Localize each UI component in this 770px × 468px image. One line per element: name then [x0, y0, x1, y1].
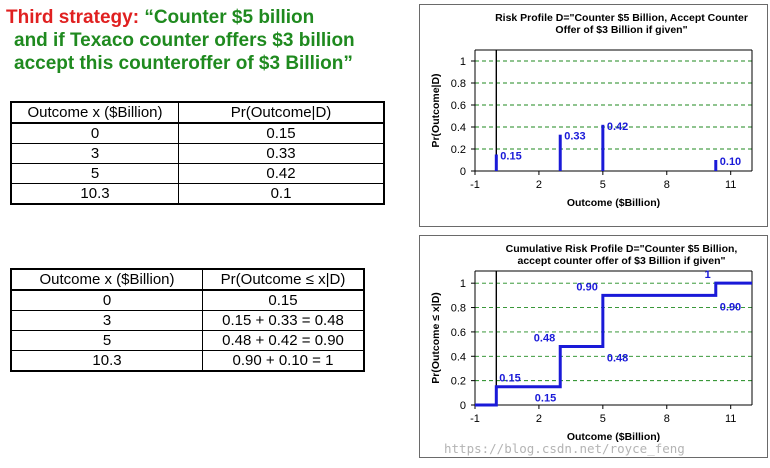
heading-line-2: and if Texaco counter offers $3 billion — [14, 30, 355, 51]
y-tick-label: 0.6 — [451, 327, 466, 339]
data-label: 0.42 — [607, 121, 628, 133]
table-cell: 0 — [10, 289, 203, 311]
table-cell: 0.33 — [178, 143, 385, 164]
data-label: 0.15 — [535, 393, 556, 405]
column-header: Pr(Outcome ≤ x|D) — [202, 268, 365, 291]
table-cell: 0.48 + 0.42 = 0.90 — [202, 330, 365, 351]
data-label: 0.90 — [720, 301, 741, 313]
chart-title: Offer of $3 Billion if given" — [555, 24, 687, 36]
table-cell: 0.15 + 0.33 = 0.48 — [202, 310, 365, 331]
data-label: 1 — [705, 269, 711, 281]
table-header-row: Outcome x ($Billion) Pr(Outcome ≤ x|D) — [10, 268, 365, 291]
probability-table: Outcome x ($Billion) Pr(Outcome|D) 0 0.15… — [10, 101, 385, 205]
y-tick-label: 1 — [460, 56, 466, 68]
data-label: 0.15 — [499, 373, 520, 385]
y-tick-label: 0 — [460, 400, 466, 412]
x-tick-label: 8 — [664, 179, 670, 191]
chart-title: Cumulative Risk Profile D="Counter $5 Bi… — [506, 243, 738, 255]
x-tick-label: -1 — [470, 179, 480, 191]
table-cell: 0.1 — [178, 183, 385, 205]
x-tick-label: 2 — [536, 179, 542, 191]
table-cell: 10.3 — [10, 350, 203, 372]
table-row: 10.3 0.90 + 0.10 = 1 — [10, 350, 365, 372]
y-tick-label: 0.4 — [451, 351, 466, 363]
table-cell: 5 — [10, 163, 179, 184]
strategy-heading: Third strategy: “Counter $5 billion and … — [6, 6, 406, 75]
cumulative-risk-profile-svg: Cumulative Risk Profile D="Counter $5 Bi… — [430, 243, 753, 443]
y-tick-label: 0.2 — [451, 144, 466, 156]
y-tick-label: 0.6 — [451, 100, 466, 112]
table-header-row: Outcome x ($Billion) Pr(Outcome|D) — [10, 101, 385, 124]
table-cell: 3 — [10, 310, 203, 331]
risk-profile-svg: Risk Profile D="Counter $5 Billion, Acce… — [430, 12, 753, 209]
y-axis-label: Pr(Outcome|D) — [430, 73, 442, 147]
table-cell: 0.15 — [178, 122, 385, 144]
table-row: 0 0.15 — [10, 289, 365, 311]
x-axis-label: Outcome ($Billion) — [567, 197, 660, 209]
y-tick-label: 0.8 — [451, 78, 466, 90]
table-cell: 5 — [10, 330, 203, 351]
data-label: 0.48 — [534, 333, 555, 345]
cumulative-step-line — [475, 281, 752, 407]
table-cell: 0.15 — [202, 289, 365, 311]
y-tick-label: 1 — [460, 278, 466, 290]
watermark: https://blog.csdn.net/royce_feng — [444, 441, 685, 456]
risk-profile-chart: Risk Profile D="Counter $5 Billion, Acce… — [419, 4, 768, 227]
y-axis-label: Pr(Outcome ≤ x|D) — [430, 292, 442, 384]
data-label: 0.90 — [576, 281, 597, 293]
column-header: Outcome x ($Billion) — [10, 268, 203, 291]
y-tick-label: 0.8 — [451, 303, 466, 315]
table-cell: 0 — [10, 122, 179, 144]
column-header: Pr(Outcome|D) — [178, 101, 385, 124]
heading-prefix: Third strategy: — [6, 7, 140, 28]
chart-title: Risk Profile D="Counter $5 Billion, Acce… — [495, 12, 748, 24]
cumulative-risk-profile-chart: Cumulative Risk Profile D="Counter $5 Bi… — [419, 235, 768, 458]
y-tick-label: 0 — [460, 166, 466, 178]
x-tick-label: 8 — [664, 413, 670, 425]
heading-line-3: accept this counteroffer of $3 Billion” — [14, 53, 353, 74]
x-tick-label: 5 — [600, 179, 606, 191]
table-row: 10.3 0.1 — [10, 183, 385, 205]
table-row: 5 0.48 + 0.42 = 0.90 — [10, 330, 365, 351]
table-row: 3 0.33 — [10, 143, 385, 164]
data-label: 0.10 — [720, 156, 741, 168]
data-label: 0.15 — [500, 151, 521, 163]
table-cell: 10.3 — [10, 183, 179, 205]
x-tick-label: 11 — [725, 179, 736, 191]
table-cell: 3 — [10, 143, 179, 164]
table-row: 3 0.15 + 0.33 = 0.48 — [10, 310, 365, 331]
chart-title: accept counter offer of $3 Billion if gi… — [517, 255, 725, 267]
y-tick-label: 0.4 — [451, 122, 466, 134]
column-header: Outcome x ($Billion) — [10, 101, 179, 124]
y-tick-label: 0.2 — [451, 376, 466, 388]
x-tick-label: 2 — [536, 413, 542, 425]
table-cell: 0.90 + 0.10 = 1 — [202, 350, 365, 372]
heading-line-1: Third strategy: “Counter $5 billion — [6, 6, 406, 29]
x-tick-label: 11 — [725, 413, 736, 425]
x-tick-label: 5 — [600, 413, 606, 425]
table-row: 5 0.42 — [10, 163, 385, 184]
table-cell: 0.42 — [178, 163, 385, 184]
table-row: 0 0.15 — [10, 122, 385, 144]
data-label: 0.48 — [607, 353, 628, 365]
cumulative-table: Outcome x ($Billion) Pr(Outcome ≤ x|D) 0… — [10, 268, 365, 372]
x-axis-label: Outcome ($Billion) — [567, 431, 660, 443]
x-tick-label: -1 — [470, 413, 480, 425]
heading-line-1-text: “Counter $5 billion — [144, 7, 315, 28]
data-label: 0.33 — [564, 131, 585, 143]
